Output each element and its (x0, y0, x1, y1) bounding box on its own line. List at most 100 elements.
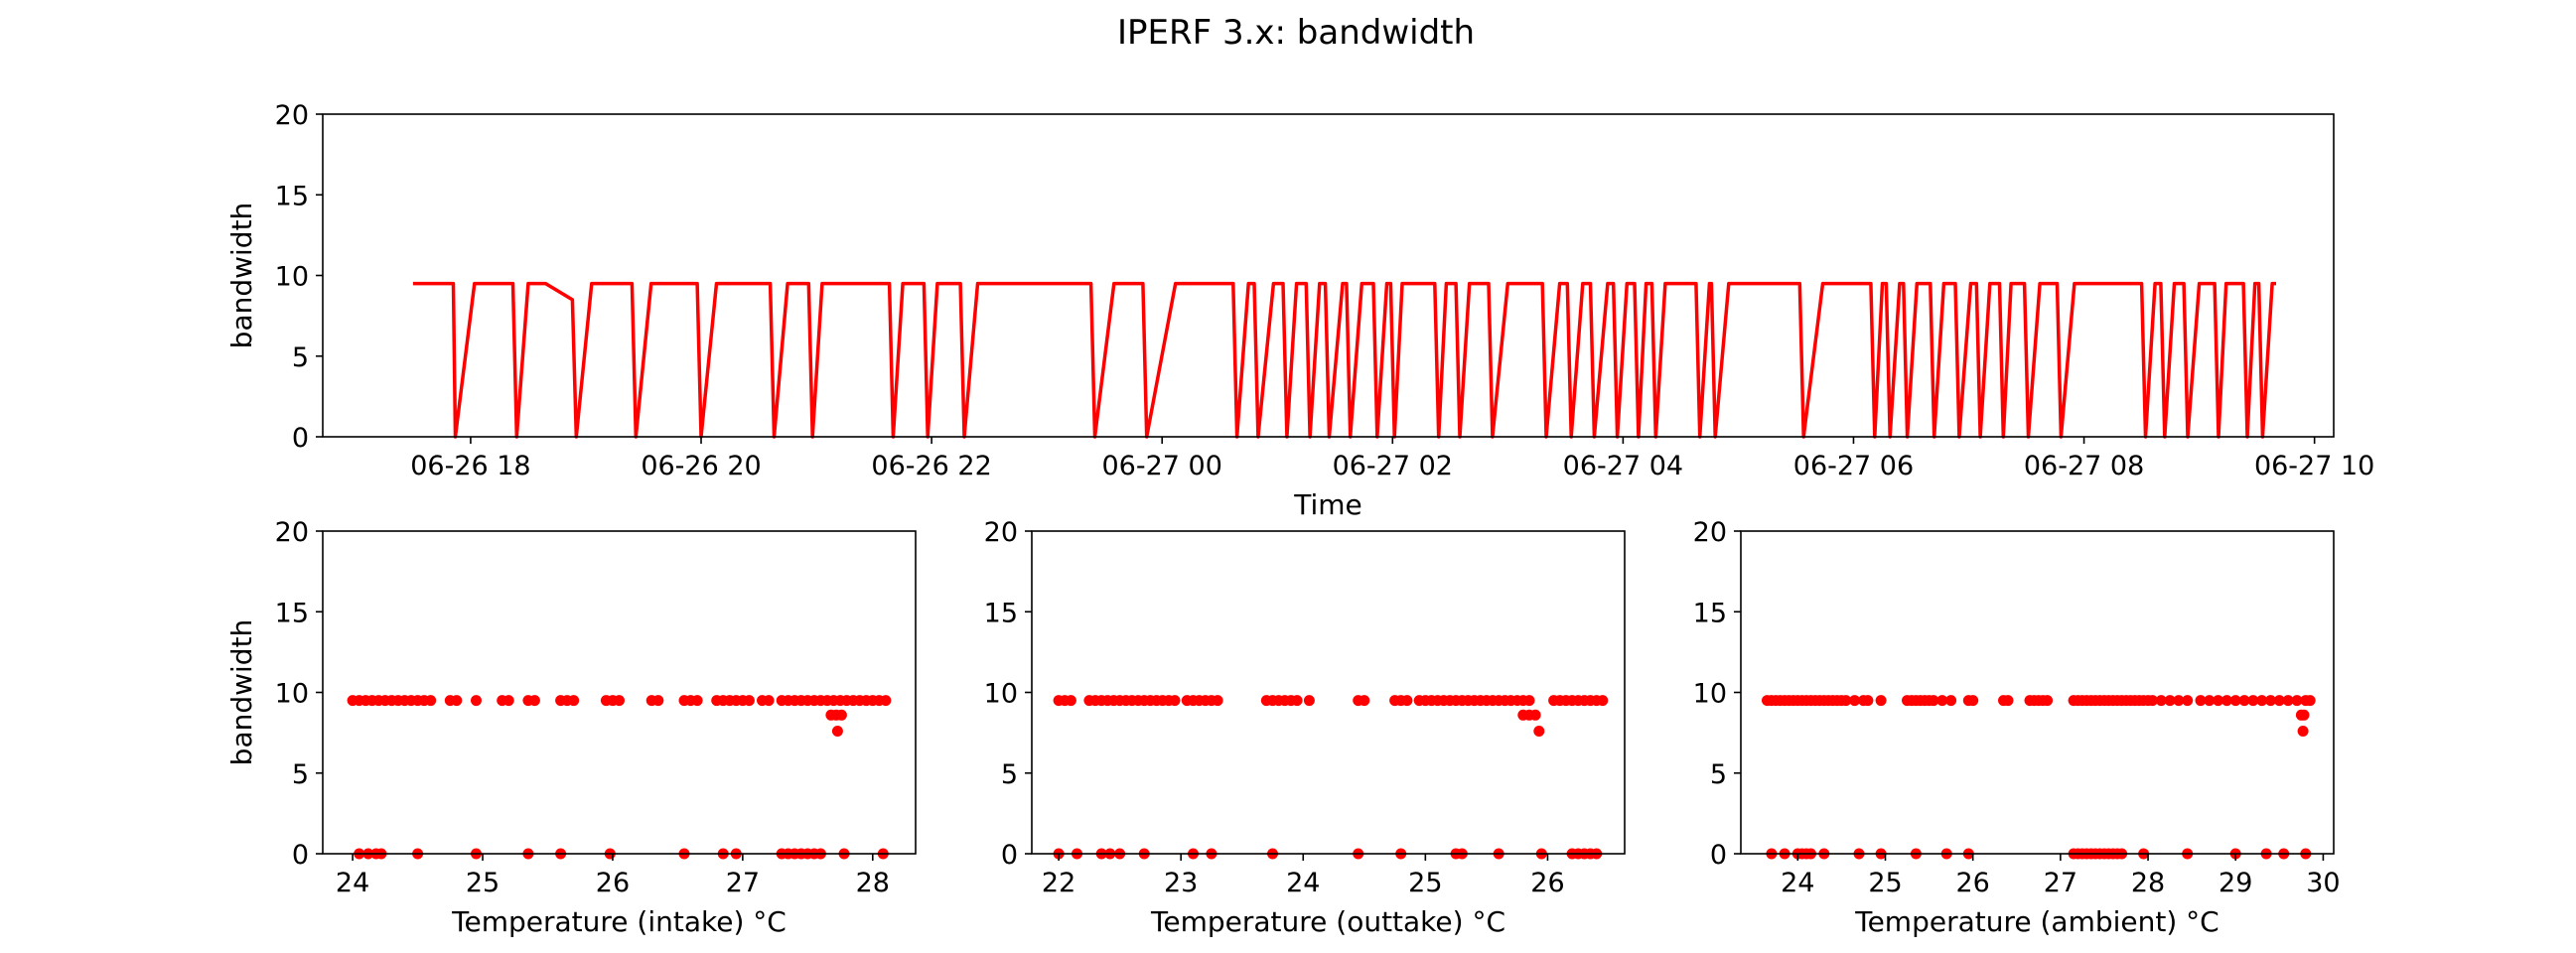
y-tick-label: 15 (275, 181, 309, 211)
x-tick-label: 22 (1042, 868, 1075, 898)
x-axis-label: Temperature (ambient) °C (1854, 905, 2219, 938)
data-point (471, 695, 482, 707)
x-tick-label: 27 (726, 868, 760, 898)
x-tick-label: 28 (2131, 868, 2165, 898)
data-point (2238, 695, 2250, 707)
data-point (1862, 695, 1874, 707)
chart-panel-1: 0 5 10 15 20 06-26 18 06-26 20 06-26 22 06-27 00… (225, 100, 2374, 521)
data-point (1967, 695, 1979, 707)
x-tick-label: 26 (1530, 868, 1564, 898)
plot-area (412, 281, 2276, 439)
data-point (2182, 695, 2194, 707)
data-point (1291, 695, 1303, 707)
data-point (691, 695, 703, 707)
data-point (2273, 695, 2285, 707)
x-tick-label: 25 (466, 868, 500, 898)
y-tick-label: 0 (292, 423, 309, 454)
data-point (880, 695, 892, 707)
data-point (2173, 695, 2185, 707)
x-tick-label: 25 (1868, 868, 1902, 898)
data-point (1359, 695, 1370, 707)
data-point (2155, 695, 2167, 707)
y-tick-label: 10 (275, 679, 309, 710)
data-point (763, 695, 775, 707)
axes-frame (1031, 530, 1626, 855)
axes-frame (322, 530, 917, 855)
y-tick-label: 0 (1710, 840, 1727, 871)
data-point (2256, 695, 2268, 707)
y-tick-label: 15 (275, 598, 309, 628)
y-tick-label: 5 (1710, 759, 1727, 790)
data-point (2265, 695, 2276, 707)
data-point (2204, 695, 2216, 707)
data-point (2195, 695, 2207, 707)
x-tick-label: 30 (2306, 868, 2340, 898)
data-point (2297, 726, 2309, 737)
y-tick-label: 0 (1001, 840, 1018, 871)
charts-container: 0 5 10 15 20 06-26 18 06-26 20 06-26 22 06-27 00… (225, 100, 2374, 938)
figure-title: IPERF 3.x: bandwidth (1117, 13, 1475, 53)
x-tick-label: 06-26 22 (871, 451, 991, 481)
x-tick-label: 06-27 04 (1563, 451, 1683, 481)
data-point (2247, 695, 2259, 707)
plot-area (1762, 695, 2316, 860)
data-point (1945, 695, 1957, 707)
data-point (1303, 695, 1315, 707)
data-point (451, 695, 463, 707)
y-tick-label: 15 (984, 598, 1018, 628)
x-tick-label: 25 (1408, 868, 1442, 898)
data-point (502, 695, 514, 707)
y-axis-label: bandwidth (225, 619, 258, 766)
x-tick-label: 24 (1286, 868, 1320, 898)
data-point (1875, 695, 1887, 707)
y-tick-label: 20 (984, 517, 1018, 548)
data-point (1928, 695, 1939, 707)
axes-frame (1740, 530, 2335, 855)
data-point (2304, 695, 2316, 707)
y-tick-label: 15 (1693, 598, 1727, 628)
data-point (425, 695, 437, 707)
y-axis-label: bandwidth (225, 203, 258, 349)
x-tick-label: 06-27 08 (2024, 451, 2144, 481)
x-axis-label: Temperature (intake) °C (451, 905, 787, 938)
plot-area (347, 695, 892, 860)
data-point (1529, 709, 1541, 721)
data-point (2229, 695, 2241, 707)
x-tick-label: 06-27 00 (1101, 451, 1221, 481)
data-point (1401, 695, 1413, 707)
data-point (743, 695, 755, 707)
x-tick-label: 06-26 18 (410, 451, 530, 481)
x-tick-label: 06-26 20 (641, 451, 761, 481)
x-tick-label: 06-27 10 (2254, 451, 2374, 481)
data-point (835, 709, 847, 721)
y-tick-label: 5 (292, 759, 309, 790)
y-tick-label: 10 (1693, 679, 1727, 710)
y-tick-label: 20 (275, 517, 309, 548)
data-point (1065, 695, 1076, 707)
data-point (1533, 726, 1545, 737)
data-point (2220, 695, 2232, 707)
data-point (2298, 709, 2310, 721)
x-tick-label: 27 (2044, 868, 2077, 898)
chart-panel-4: 0 5 10 15 20 24 25 26 27 28 29 30 Temperature (ambie… (1693, 517, 2341, 938)
data-point (1169, 695, 1181, 707)
x-tick-label: 26 (596, 868, 630, 898)
data-point (2213, 695, 2224, 707)
data-point (2147, 695, 2158, 707)
x-tick-label: 28 (856, 868, 890, 898)
y-tick-label: 10 (275, 262, 309, 293)
x-tick-label: 29 (2218, 868, 2252, 898)
data-point (2291, 695, 2303, 707)
data-point (1936, 695, 1948, 707)
data-point (1849, 695, 1861, 707)
y-tick-label: 5 (1001, 759, 1018, 790)
data-point (528, 695, 540, 707)
chart-panel-3: 0 5 10 15 20 22 23 24 25 26 Temperature (outtake) … (984, 517, 1626, 938)
data-point (1840, 695, 1852, 707)
x-tick-label: 23 (1164, 868, 1198, 898)
x-axis-label: Temperature (outtake) °C (1150, 905, 1505, 938)
y-tick-label: 10 (984, 679, 1018, 710)
data-point (1523, 695, 1535, 707)
data-point (652, 695, 664, 707)
